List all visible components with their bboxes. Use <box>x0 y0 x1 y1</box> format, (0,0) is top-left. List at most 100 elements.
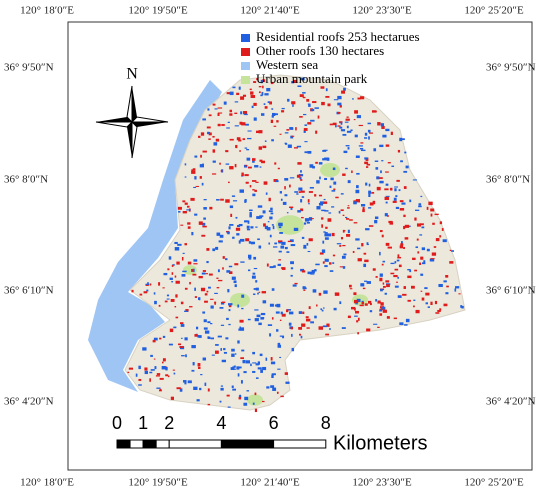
residential-roof <box>260 94 263 97</box>
residential-roof <box>300 170 302 173</box>
other-roof <box>240 96 245 100</box>
residential-roof <box>290 244 296 247</box>
residential-roof <box>443 280 447 283</box>
other-roof <box>242 94 247 97</box>
residential-roof <box>366 242 369 245</box>
residential-roof <box>307 150 312 154</box>
other-roof <box>261 400 265 403</box>
residential-roof <box>407 269 411 271</box>
other-roof <box>416 223 421 227</box>
other-roof <box>236 137 241 141</box>
residential-roof <box>169 277 173 280</box>
residential-roof <box>424 287 428 290</box>
residential-roof <box>168 343 173 346</box>
other-roof <box>220 169 223 173</box>
residential-roof <box>379 273 383 277</box>
residential-roof <box>380 123 385 127</box>
residential-roof <box>254 318 259 322</box>
legend-label: Western sea <box>256 57 318 72</box>
residential-roof <box>252 351 256 355</box>
residential-roof <box>238 223 243 227</box>
residential-roof <box>369 310 373 313</box>
other-roof <box>389 222 394 225</box>
other-roof <box>262 85 264 89</box>
other-roof <box>244 174 249 177</box>
other-roof <box>273 125 277 127</box>
top-coord-label: 120° 23′30″E <box>352 5 412 17</box>
other-roof <box>319 252 324 255</box>
other-roof <box>256 78 258 81</box>
residential-roof <box>340 193 344 195</box>
other-roof <box>393 317 397 320</box>
residential-roof <box>340 121 343 125</box>
residential-roof <box>304 124 307 126</box>
residential-roof <box>271 108 274 110</box>
other-roof <box>357 317 360 321</box>
other-roof <box>253 102 257 106</box>
other-roof <box>250 95 256 98</box>
residential-roof <box>298 187 303 191</box>
residential-roof <box>237 340 240 344</box>
residential-roof <box>310 321 315 324</box>
other-roof <box>152 339 156 343</box>
residential-roof <box>442 239 447 243</box>
residential-roof <box>194 213 198 216</box>
residential-roof <box>324 265 328 268</box>
residential-roof <box>203 327 208 330</box>
residential-roof <box>412 179 417 181</box>
other-roof <box>403 286 406 289</box>
residential-roof <box>154 366 157 370</box>
residential-roof <box>260 79 263 84</box>
residential-roof <box>304 141 308 143</box>
other-roof <box>252 189 255 191</box>
other-roof <box>433 246 437 248</box>
other-roof <box>366 328 371 332</box>
residential-roof <box>289 127 294 130</box>
other-roof <box>239 319 244 323</box>
other-roof <box>208 138 211 140</box>
other-roof <box>170 299 175 302</box>
other-roof <box>372 200 376 205</box>
residential-roof <box>324 177 327 181</box>
residential-roof <box>230 367 235 370</box>
other-roof <box>159 377 164 380</box>
other-roof <box>156 373 161 376</box>
residential-roof <box>324 210 329 212</box>
residential-roof <box>346 130 352 133</box>
residential-roof <box>257 216 263 219</box>
residential-roof <box>291 81 295 84</box>
other-roof <box>432 222 435 225</box>
other-roof <box>261 160 266 164</box>
residential-roof <box>361 149 366 152</box>
other-roof <box>303 128 308 131</box>
residential-roof <box>296 193 299 195</box>
residential-roof <box>281 107 285 110</box>
residential-roof <box>347 147 350 150</box>
other-roof <box>315 130 318 134</box>
residential-roof <box>343 253 347 256</box>
residential-roof <box>255 287 259 291</box>
residential-roof <box>290 135 294 139</box>
residential-roof <box>247 318 251 321</box>
residential-roof <box>257 205 263 208</box>
residential-roof <box>342 133 347 136</box>
other-roof <box>316 304 318 307</box>
other-roof <box>439 235 442 238</box>
residential-roof <box>394 285 399 288</box>
scale-label: 0 <box>112 413 122 433</box>
residential-roof <box>273 113 279 116</box>
residential-roof <box>271 373 276 376</box>
residential-roof <box>394 188 397 192</box>
residential-roof <box>293 227 299 231</box>
residential-roof <box>343 150 348 154</box>
residential-roof <box>352 98 354 100</box>
other-roof <box>346 116 349 118</box>
other-roof <box>249 88 252 91</box>
residential-roof <box>282 335 285 339</box>
right-coord-label: 36° 4′20″N <box>486 396 536 408</box>
other-roof <box>295 127 297 131</box>
other-roof <box>416 238 419 241</box>
residential-roof <box>409 199 412 203</box>
other-roof <box>270 119 274 124</box>
residential-roof <box>227 406 231 408</box>
